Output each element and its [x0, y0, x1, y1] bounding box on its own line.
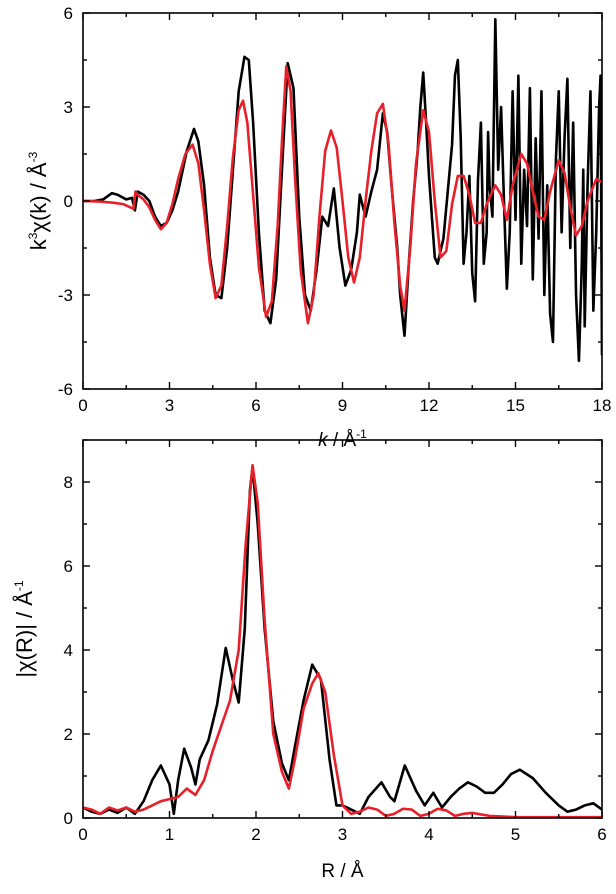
y-tick-label: 3 — [64, 98, 73, 117]
x-tick-label: 4 — [424, 825, 433, 844]
x-tick-label: 3 — [338, 825, 347, 844]
y-axis-title: k3χ(k) / Å-3 — [26, 151, 51, 250]
x-tick-label: 15 — [506, 396, 525, 415]
y-axis-title-sup: -3 — [26, 151, 40, 162]
x-tick-label: 3 — [165, 396, 174, 415]
x-tick-label: 6 — [251, 396, 260, 415]
x-tick-label: 9 — [338, 396, 347, 415]
y-axis-title-text: χ(k) / Å — [26, 162, 51, 233]
chart-rspace: 0 1 2 3 4 5 6 0 2 4 6 8 R / Å |χ(R)| / Å-1 — [12, 439, 607, 882]
x-axis-title-text: R / Å — [321, 861, 364, 882]
x-tick-label: 0 — [78, 825, 87, 844]
data-series-black-line — [83, 466, 602, 816]
x-tick-label: 6 — [597, 825, 606, 844]
y-tick-label: 4 — [64, 641, 73, 660]
y-axis-title: |χ(R)| / Å-1 — [12, 580, 37, 678]
series-group — [83, 17, 602, 363]
y-axis-title-sup: 3 — [26, 232, 40, 239]
y-tick-label: 0 — [64, 192, 73, 211]
series-group — [83, 463, 602, 818]
y-tick-label: 0 — [64, 809, 73, 828]
x-tick-label: 18 — [593, 396, 612, 415]
x-axis-title: R / Å — [321, 861, 364, 882]
x-axis-title: k / Å-1 — [318, 427, 367, 451]
y-tick-label: -3 — [58, 286, 73, 305]
fit-series-red-line — [83, 64, 602, 325]
y-tick-label: 6 — [64, 557, 73, 576]
y-axis-title-text: k — [26, 238, 51, 250]
x-axis-title-sup: -1 — [356, 427, 367, 441]
fit-series-red-line — [83, 463, 602, 818]
y-tick-label: 6 — [64, 4, 73, 23]
y-tick-label: -6 — [58, 380, 73, 399]
y-tick-label: 2 — [64, 725, 73, 744]
plot-frame — [82, 439, 603, 819]
y-axis-title-sup: -1 — [12, 580, 26, 591]
x-tick-label: 0 — [78, 396, 87, 415]
x-tick-label: 1 — [165, 825, 174, 844]
x-tick-label: 12 — [420, 396, 439, 415]
x-tick-label: 2 — [251, 825, 260, 844]
x-tick-label: 5 — [511, 825, 520, 844]
y-axis-title-text: |χ(R)| / Å — [12, 591, 37, 678]
y-tick-label: 8 — [64, 473, 73, 492]
